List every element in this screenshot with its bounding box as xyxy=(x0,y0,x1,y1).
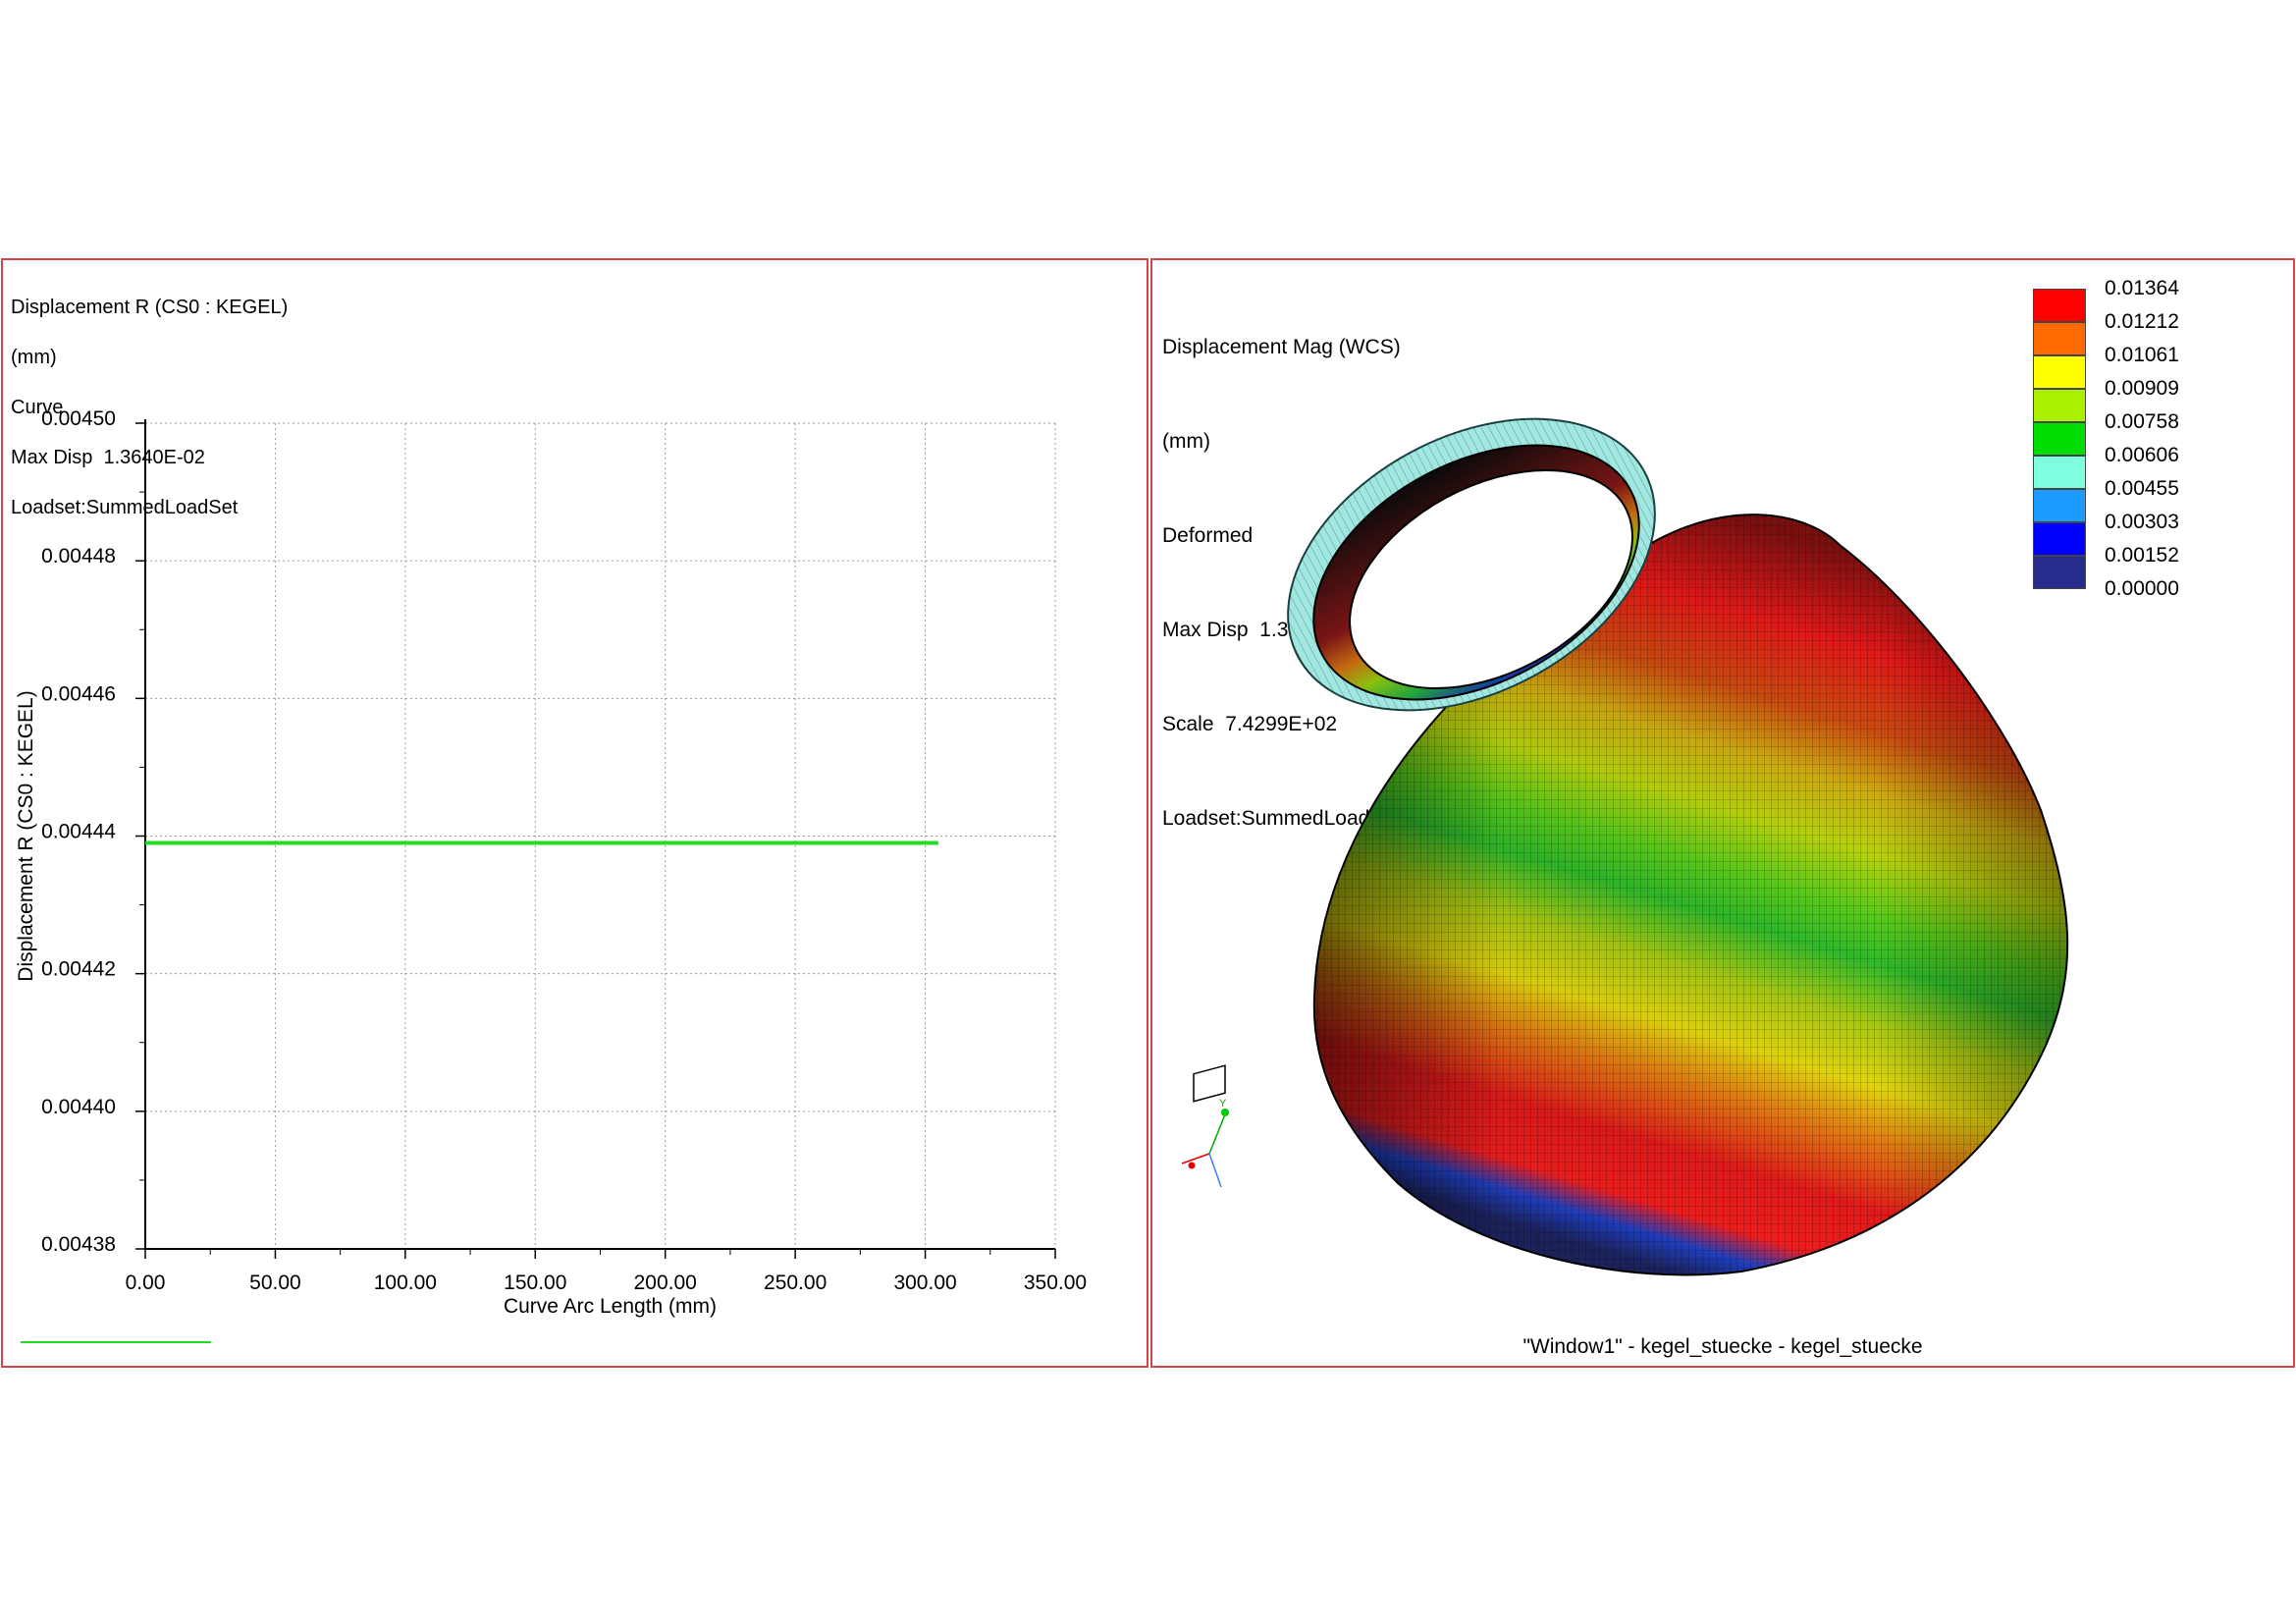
x-tick-label: 100.00 xyxy=(374,1272,437,1294)
y-axis-label: Displacement R (CS0 : KEGEL) xyxy=(15,690,37,981)
x-tick-label: 0.00 xyxy=(126,1272,166,1294)
y-tick-label: 0.00448 xyxy=(41,545,116,568)
x-tick-label: 150.00 xyxy=(504,1272,566,1294)
displacement-chart[interactable]: 0.00 50.00 100.00 150.00 200.00 250.00 300.00 3… xyxy=(3,260,1147,1366)
y-tick-label: 0.00440 xyxy=(41,1096,116,1118)
y-tick-label: 0.00446 xyxy=(41,682,116,705)
graph-title: Displacement R (CS0 : KEGEL) xyxy=(11,297,289,318)
y-tick-label: 0.00450 xyxy=(41,407,116,430)
model-scale: Scale 7.4299E+02 xyxy=(1162,713,1338,735)
y-tick-label: 0.00438 xyxy=(41,1233,116,1256)
model-loadset: Loadset:SummedLoadSet xyxy=(1162,807,1401,830)
y-tick-label: 0.00442 xyxy=(41,958,116,981)
model-state: Deformed xyxy=(1162,524,1254,547)
graph-loadset: Loadset:SummedLoadSet xyxy=(11,497,239,518)
model-header: Displacement Mag (WCS) (mm) Deformed Max… xyxy=(1162,269,1401,897)
graph-units: (mm) xyxy=(11,347,57,368)
y-tick-label: 0.00444 xyxy=(41,821,116,843)
cone-top-opening xyxy=(1287,417,1656,712)
triad-label: Y xyxy=(1219,1098,1227,1110)
x-tick-label: 250.00 xyxy=(764,1272,827,1294)
x-axis-label: Curve Arc Length (mm) xyxy=(504,1295,717,1318)
x-tick-label: 50.00 xyxy=(249,1272,301,1294)
model-title: Displacement Mag (WCS) xyxy=(1162,336,1401,358)
x-tick-label: 350.00 xyxy=(1024,1272,1087,1294)
cone-body xyxy=(1312,514,2069,1276)
window-caption: "Window1" - kegel_stuecke - kegel_stueck… xyxy=(1522,1335,1923,1358)
cone-model-view[interactable]: Y xyxy=(1152,260,2293,1366)
graph-max-disp: Max Disp 1.3640E-02 xyxy=(11,447,205,468)
model-units: (mm) xyxy=(1162,430,1210,453)
coordinate-triad-icon: Y xyxy=(1181,1064,1229,1188)
x-tick-label: 200.00 xyxy=(634,1272,697,1294)
graph-window[interactable]: Displacement R (CS0 : KEGEL) (mm) Curve … xyxy=(1,258,1148,1368)
graph-header: Displacement R (CS0 : KEGEL) (mm) Curve … xyxy=(11,266,288,550)
model-window[interactable]: Displacement Mag (WCS) (mm) Deformed Max… xyxy=(1150,258,2295,1368)
x-tick-label: 300.00 xyxy=(893,1272,956,1294)
graph-type: Curve xyxy=(11,397,64,418)
